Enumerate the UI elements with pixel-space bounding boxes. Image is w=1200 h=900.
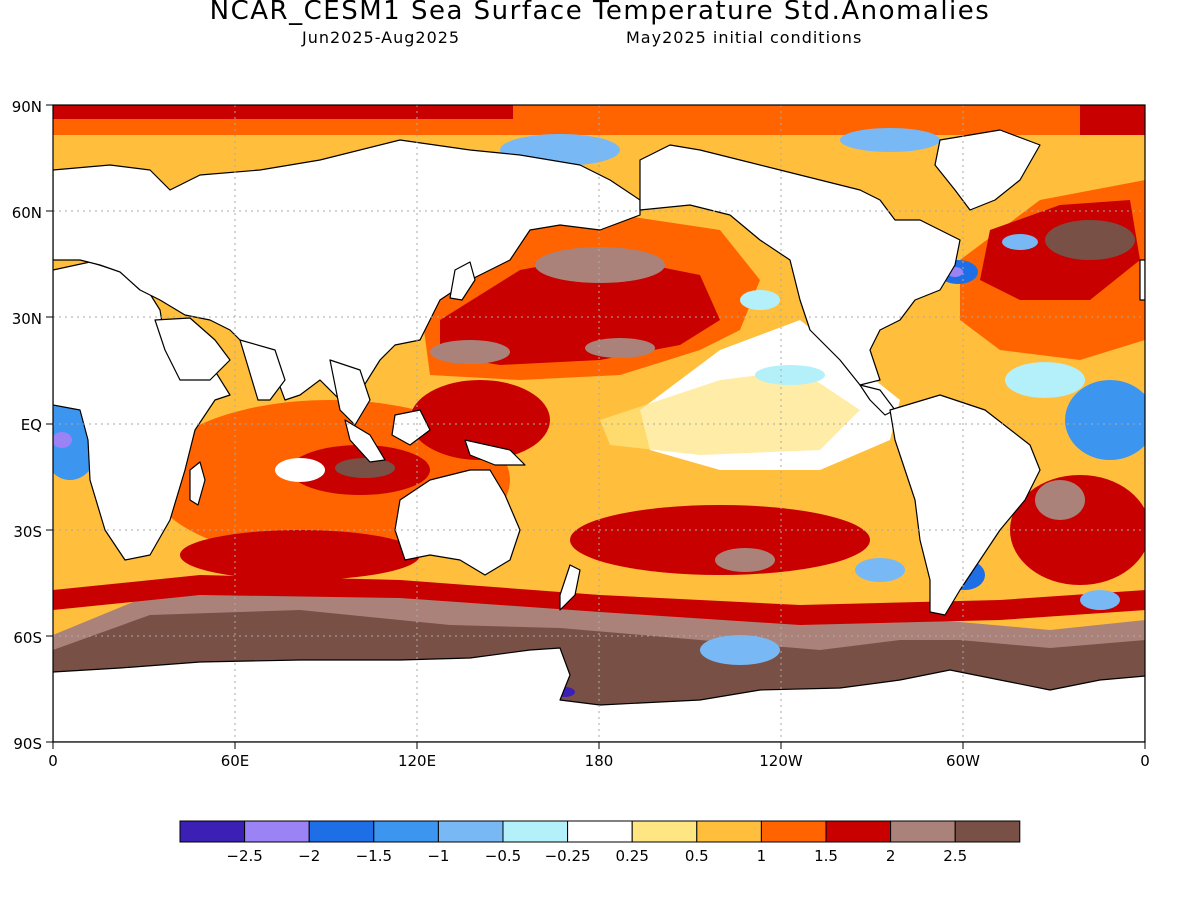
east-pacific-yellow (600, 370, 860, 455)
tropical-atlantic-blue-2 (1005, 362, 1085, 398)
south-atlantic-brown (1035, 480, 1085, 520)
lat-label-30s: 30S (13, 523, 42, 541)
colorbar-label: −1.5 (356, 847, 392, 865)
indian-white-patch (275, 458, 325, 482)
colorbar-label: −1 (427, 847, 449, 865)
colorbar-swatch (502, 820, 569, 843)
colorbar-label: 1.5 (814, 847, 838, 865)
land-north-america (639, 144, 961, 386)
labrador-blue (1002, 234, 1038, 250)
colorbar-label: −0.25 (545, 847, 591, 865)
axis-ticks (46, 104, 1146, 749)
colorbar-swatch (373, 820, 439, 843)
land-greenland (934, 129, 1041, 211)
arctic-band-red (53, 105, 513, 119)
lat-label-30n: 30N (12, 310, 42, 328)
land-iberia-east (1139, 259, 1145, 301)
landmasses (53, 129, 1145, 742)
lon-label-60w: 60W (946, 752, 980, 770)
south-pacific-brown (715, 548, 775, 572)
lon-label-180: 180 (585, 752, 614, 770)
southern-blue-patch (700, 635, 780, 665)
lon-label-60e: 60E (221, 752, 250, 770)
north-pacific-hot (440, 255, 720, 365)
colorbar: −2.5 −2 −1.5 −1 −0.5 −0.25 0.25 0.5 1 1.5 2 2.5 (179, 820, 1021, 865)
southern-red-band (53, 575, 1145, 625)
southern-ocean-band-light (53, 588, 1145, 650)
land-madagascar (189, 461, 206, 506)
south-indian-red (180, 530, 420, 580)
land-new-zealand (559, 564, 581, 611)
colorbar-label: 0.25 (615, 847, 648, 865)
colorbar-label: −2 (298, 847, 320, 865)
colorbar-swatch (954, 820, 1021, 843)
lat-label-90s: 90S (13, 735, 42, 753)
gulf-of-guinea-purple (53, 432, 72, 448)
longitude-labels: 0 60E 120E 180 120W 60W 0 (48, 752, 1150, 770)
weddell-blue (1080, 590, 1120, 610)
south-pacific-blue (855, 558, 905, 582)
latitude-labels: 90N 60N 30N EQ 30S 60S 90S (12, 98, 42, 753)
land-eurasia (53, 139, 641, 401)
colorbar-swatch (696, 820, 762, 843)
land-australia (394, 469, 521, 576)
lat-label-60s: 60S (13, 629, 42, 647)
lat-label-eq: EQ (21, 416, 42, 434)
arctic-band-red-east (1080, 105, 1145, 135)
colorbar-swatch (890, 820, 956, 843)
west-pacific-hot (410, 380, 550, 460)
east-pacific-blue-1 (755, 365, 825, 385)
lat-label-90n: 90N (12, 98, 42, 116)
north-pacific-brown-2 (430, 340, 510, 364)
colorbar-label: 2 (886, 847, 896, 865)
forecast-period: Jun2025-Aug2025 (302, 28, 461, 47)
land-new-guinea (464, 439, 526, 466)
east-pacific-blue-2 (740, 290, 780, 310)
colorbar-swatch (631, 820, 698, 843)
north-pacific-brown-3 (585, 338, 655, 358)
south-pacific-red (570, 505, 870, 575)
lon-label-120e: 120E (398, 752, 436, 770)
lat-label-60n: 60N (12, 204, 42, 222)
land-africa (53, 261, 231, 561)
colorbar-label: 1 (757, 847, 767, 865)
colorbar-label: −0.5 (485, 847, 521, 865)
land-arabia (154, 317, 231, 381)
colorbar-swatch (760, 820, 827, 843)
land-indochina (329, 359, 371, 426)
anomaly-field (53, 105, 1145, 742)
land-borneo (391, 409, 431, 446)
land-japan (449, 261, 476, 301)
colorbar-label: 2.5 (943, 847, 967, 865)
north-atlantic-brown (1045, 220, 1135, 260)
colorbar-swatch (244, 820, 310, 843)
map-title: NCAR_CESM1 Sea Surface Temperature Std.A… (209, 0, 991, 26)
indian-ocean-brown (335, 458, 395, 478)
colorbar-swatch (179, 820, 246, 843)
colorbar-label: 0.5 (685, 847, 709, 865)
tropical-atlantic-blue (1065, 380, 1145, 460)
graticule (53, 105, 1145, 742)
colorbar-swatch (567, 820, 633, 843)
land-sumatra (344, 419, 386, 463)
initial-conditions: May2025 initial conditions (626, 28, 863, 47)
colorbar-swatch (308, 820, 375, 843)
arctic-blue-patch-2 (840, 128, 940, 152)
land-antarctica (53, 647, 1145, 742)
land-india (239, 339, 286, 401)
colorbar-swatch (825, 820, 892, 843)
lon-label-0: 0 (48, 752, 58, 770)
colorbar-swatch (437, 820, 504, 843)
land-south-america (889, 394, 1041, 616)
north-pacific-brown-1 (535, 247, 665, 283)
lon-label-0-east: 0 (1140, 752, 1150, 770)
lon-label-120w: 120W (759, 752, 803, 770)
colorbar-label: −2.5 (226, 847, 262, 865)
